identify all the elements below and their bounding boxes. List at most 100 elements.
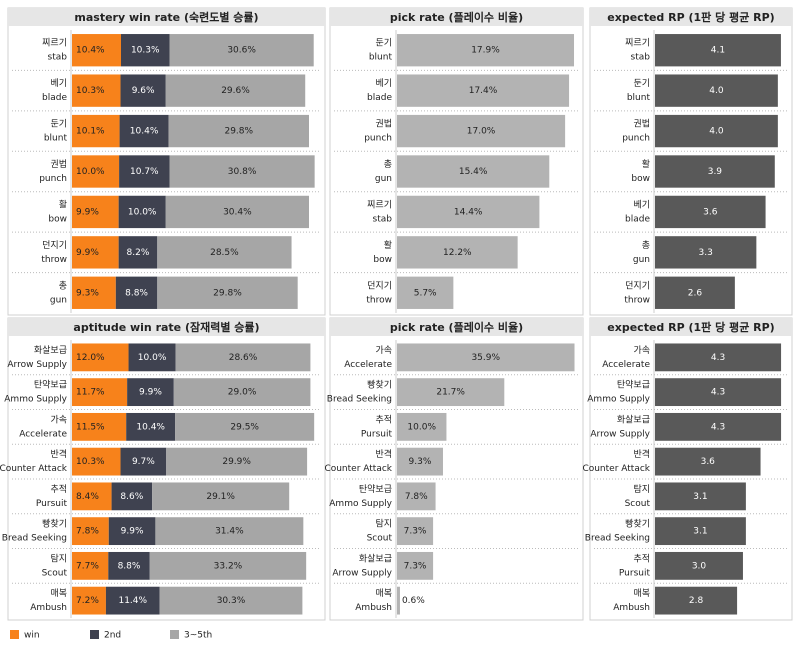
value-label: 8.8% — [118, 561, 141, 571]
category-label-ko: 찌르기 — [625, 38, 650, 49]
value-label: 8.2% — [127, 248, 150, 258]
value-label: 7.8% — [405, 492, 428, 502]
bar-segment — [159, 586, 303, 615]
category-label-ko: 빵찾기 — [625, 519, 650, 530]
bar — [655, 517, 746, 546]
bar-segment — [165, 195, 309, 229]
bar-segment — [127, 378, 174, 407]
category-label-ko: 반격 — [50, 448, 67, 460]
category-label: Counter Attack — [582, 464, 650, 474]
panel-title: pick rate (플레이수 비율) — [390, 10, 523, 24]
bar-segment — [105, 586, 160, 615]
category-label: Bread Seeking — [2, 534, 67, 544]
value-label: 33.2% — [214, 561, 243, 571]
value-label: 28.5% — [210, 248, 239, 258]
category-label: stab — [373, 214, 393, 224]
value-label: 11.7% — [76, 388, 105, 398]
value-label: 7.7% — [76, 561, 99, 571]
category-label: stab — [631, 53, 651, 63]
panel-header — [8, 318, 325, 336]
bar-segment — [72, 447, 121, 476]
bar — [655, 74, 778, 107]
bar — [397, 276, 454, 309]
bar — [397, 155, 550, 188]
category-label-ko: 찌르기 — [42, 38, 67, 49]
legend-label: 2nd — [104, 631, 121, 641]
bar — [397, 74, 570, 107]
category-label: Counter Attack — [0, 464, 68, 474]
value-label: 9.9% — [139, 388, 162, 398]
value-label: 2.8 — [689, 596, 704, 606]
value-label: 9.9% — [76, 248, 99, 258]
category-label: gun — [375, 174, 392, 184]
bar — [655, 114, 778, 148]
bar-segment — [149, 551, 307, 580]
value-label: 8.6% — [120, 492, 143, 502]
bar-segment — [166, 447, 308, 476]
bar-segment — [165, 74, 306, 107]
panel-title: expected RP (1판 당 평균 RP) — [607, 320, 774, 334]
value-label: 2.6 — [688, 288, 703, 298]
category-label: Ammo Supply — [587, 395, 650, 405]
bar-segment — [72, 34, 121, 67]
bar — [397, 236, 518, 269]
category-label: gun — [50, 295, 67, 305]
value-label: 9.9% — [76, 207, 99, 217]
value-label: 10.4% — [76, 46, 105, 56]
category-label: Accelerate — [602, 360, 650, 370]
category-label-ko: 탐지 — [375, 518, 392, 530]
bar-segment — [72, 195, 119, 229]
bar — [397, 114, 566, 148]
category-label-ko: 빵찾기 — [42, 519, 67, 530]
category-label: Bread Seeking — [327, 395, 392, 405]
category-label: Ammo Supply — [4, 395, 67, 405]
category-label: Arrow Supply — [7, 360, 67, 370]
bar-segment — [175, 412, 315, 441]
category-label: gun — [633, 255, 650, 265]
category-label: Scout — [42, 568, 68, 578]
bar-segment — [152, 482, 290, 511]
value-label: 10.0% — [138, 353, 167, 363]
category-label: throw — [41, 255, 67, 265]
category-label-ko: 활 — [384, 239, 392, 251]
value-label: 10.3% — [76, 457, 105, 467]
value-label: 3.9 — [708, 167, 723, 177]
category-label: Ammo Supply — [329, 499, 392, 509]
bar-segment — [118, 195, 166, 229]
bar-segment — [72, 586, 106, 615]
value-label: 4.3 — [711, 422, 725, 432]
bar — [655, 447, 761, 476]
bar-segment — [72, 114, 120, 148]
panel-header — [590, 8, 792, 26]
bar — [655, 412, 782, 441]
panel-header — [590, 318, 792, 336]
panel-header — [330, 8, 583, 26]
value-label: 4.3 — [711, 353, 725, 363]
bar-segment — [72, 412, 127, 441]
category-label-ko: 던지기 — [625, 280, 650, 291]
category-label: blunt — [44, 134, 68, 144]
category-label-ko: 탄약보급 — [34, 379, 67, 391]
category-label: throw — [624, 295, 650, 305]
value-label: 35.9% — [471, 353, 500, 363]
value-label: 11.4% — [118, 596, 147, 606]
bar-segment — [175, 343, 311, 372]
value-label: 30.8% — [228, 167, 257, 177]
category-label-ko: 베기 — [633, 199, 650, 210]
value-label: 8.4% — [76, 492, 99, 502]
category-label-ko: 반격 — [375, 448, 392, 460]
value-label: 8.8% — [125, 288, 148, 298]
value-label: 29.6% — [221, 86, 250, 96]
value-label: 29.8% — [224, 127, 253, 137]
bar — [655, 155, 775, 188]
category-label-ko: 반격 — [633, 448, 650, 460]
category-label-ko: 탐지 — [50, 552, 67, 564]
bar-segment — [155, 517, 304, 546]
category-label: blunt — [627, 93, 651, 103]
category-label-ko: 권법 — [633, 118, 650, 130]
value-label: 10.7% — [130, 167, 159, 177]
category-label-ko: 매복 — [375, 588, 392, 599]
category-label-ko: 권법 — [375, 118, 392, 130]
category-label-ko: 추적 — [375, 413, 392, 425]
category-label-ko: 가속 — [50, 414, 67, 425]
